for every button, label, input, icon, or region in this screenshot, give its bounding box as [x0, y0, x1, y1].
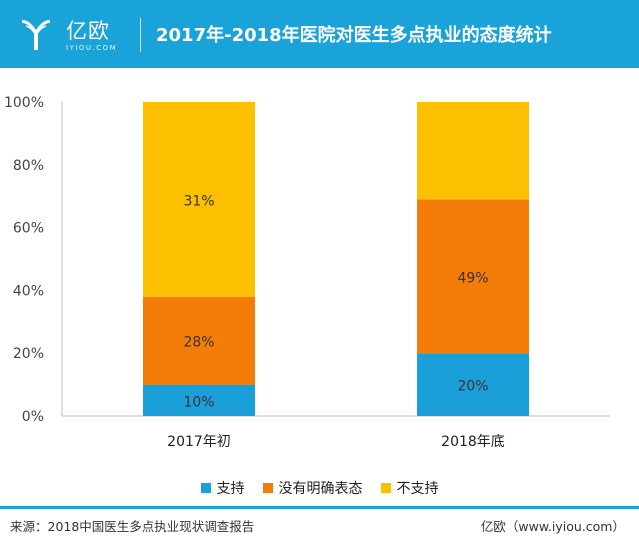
- legend-swatch: [262, 483, 273, 493]
- legend-label: 支持: [216, 481, 245, 497]
- header-banner: 亿欧 IYIOU.COM 2017年-2018年医院对医生多点执业的态度统计: [0, 0, 639, 68]
- legend-swatch: [380, 483, 391, 493]
- header-divider: [140, 18, 141, 52]
- bar-segment: [143, 296, 255, 385]
- brand-sub: IYIOU.COM: [66, 44, 118, 52]
- footer-divider: [0, 506, 639, 509]
- data-label: 28%: [183, 335, 214, 351]
- legend-item: 不支持: [380, 478, 439, 498]
- legend-label: 没有明确表态: [278, 481, 363, 497]
- x-tick-label: 2017年初: [167, 433, 231, 450]
- data-label: 49%: [457, 270, 488, 286]
- y-tick-label: 0%: [22, 409, 44, 425]
- legend-item: 支持: [200, 478, 245, 498]
- y-tick-label: 40%: [13, 283, 44, 299]
- stacked-bar-chart: 0% 20% 40% 60% 80% 100% 10% 28% 31% 2017年初 20% 49% 2…: [4, 95, 610, 450]
- chart-title: 2017年-2018年医院对医生多点执业的态度统计: [156, 25, 552, 46]
- y-tick-label: 80%: [13, 158, 44, 174]
- legend-label: 不支持: [396, 481, 439, 497]
- legend-item: 没有明确表态: [262, 478, 363, 498]
- yiou-logo-icon: [22, 20, 50, 50]
- copyright-note: 亿欧（www.iyiou.com）: [480, 519, 625, 534]
- legend-swatch: [200, 483, 211, 493]
- data-label: 20%: [457, 379, 488, 395]
- bar-segment: [417, 353, 529, 416]
- data-label: 31%: [183, 193, 214, 209]
- bar-segment: [417, 102, 529, 200]
- source-note: 来源：2018中国医生多点执业现状调查报告: [10, 519, 255, 534]
- y-tick-label: 60%: [13, 221, 44, 237]
- chart-area: 0% 20% 40% 60% 80% 100% 10% 28% 31% 2017年初 20% 49% 2…: [0, 68, 639, 508]
- bar-segment: [143, 102, 255, 297]
- brand-name: 亿欧: [66, 19, 110, 43]
- bar-segment: [417, 199, 529, 354]
- x-tick-label: 2018年底: [441, 434, 505, 450]
- data-label: 10%: [183, 394, 214, 410]
- chart-legend: 支持 没有明确表态 不支持: [0, 478, 639, 498]
- y-tick-label: 20%: [13, 346, 44, 362]
- bar-segment: [143, 384, 255, 416]
- y-tick-label: 100%: [4, 95, 44, 111]
